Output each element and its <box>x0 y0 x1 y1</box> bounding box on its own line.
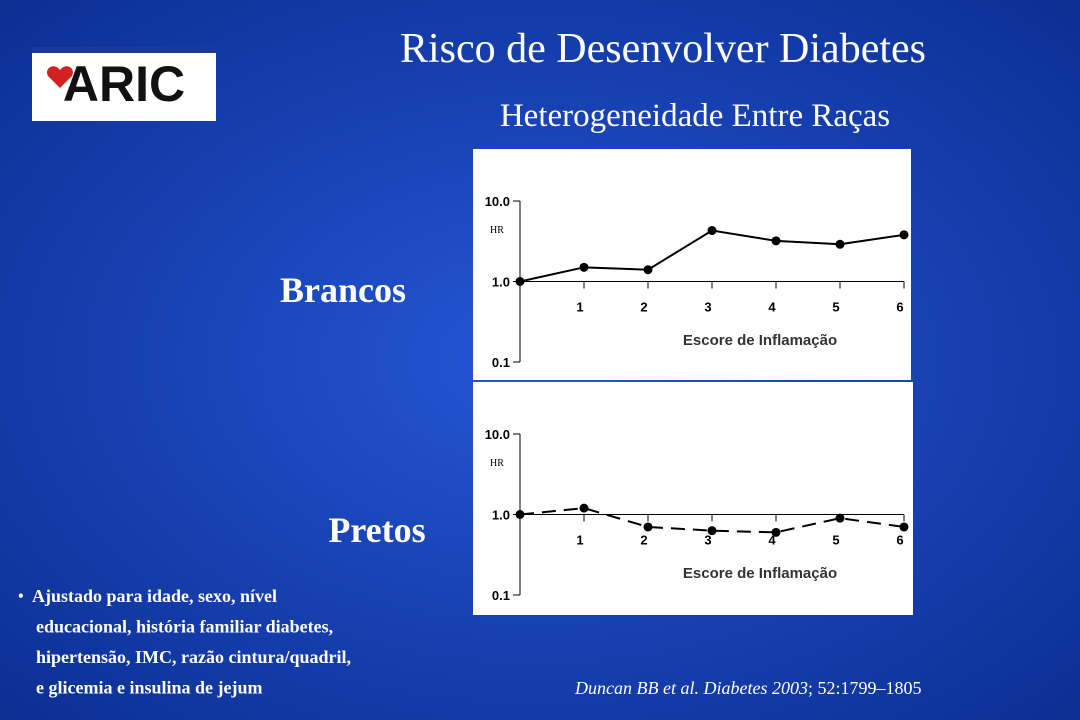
x-tick-label: 3 <box>704 533 711 548</box>
chart-panel <box>473 382 913 615</box>
footnote-line: educacional, história familiar diabetes, <box>36 617 333 637</box>
y-tick-label: 0.1 <box>492 355 510 370</box>
y-axis-label: HR <box>490 225 504 236</box>
y-tick-label: 1.0 <box>492 275 510 290</box>
citation-italic: Duncan BB et al. Diabetes 2003 <box>574 678 808 698</box>
group-label: Brancos <box>280 270 406 310</box>
subtitle: Heterogeneidade Entre Raças <box>500 98 890 134</box>
x-tick-label: 5 <box>832 300 839 315</box>
x-tick-label: 6 <box>896 300 903 315</box>
data-point <box>771 236 781 246</box>
bullet: • <box>18 588 24 605</box>
logo: ARIC <box>32 47 216 121</box>
footnote-line: hipertensão, IMC, razão cintura/quadril, <box>36 647 351 667</box>
title: Risco de Desenvolver Diabetes <box>400 26 926 72</box>
x-tick-label: 4 <box>768 300 776 315</box>
x-tick-label: 2 <box>640 300 647 315</box>
footnote-line: Ajustado para idade, sexo, nível <box>32 586 277 606</box>
data-point <box>899 522 909 532</box>
data-point <box>643 522 653 532</box>
group-label: Pretos <box>328 510 425 550</box>
x-tick-label: 3 <box>704 300 711 315</box>
logo-text: ARIC <box>63 56 185 112</box>
data-point <box>515 277 525 286</box>
citation-rest: ; 52:1799–1805 <box>808 678 922 698</box>
y-tick-label: 0.1 <box>492 588 510 603</box>
x-tick-label: 1 <box>576 300 583 315</box>
data-point <box>835 239 845 249</box>
citation: Duncan BB et al. Diabetes 2003; 52:1799–… <box>574 678 921 698</box>
data-point <box>515 510 525 519</box>
x-tick-label: 4 <box>768 533 776 548</box>
data-point <box>899 230 909 240</box>
data-point <box>579 262 589 272</box>
data-point <box>579 503 589 513</box>
data-point <box>771 527 781 537</box>
y-tick-label: 1.0 <box>492 508 510 523</box>
data-point <box>707 226 717 236</box>
data-point <box>835 513 845 523</box>
data-point <box>643 265 653 275</box>
x-axis-label: Escore de Inflamação <box>683 332 837 349</box>
x-axis-label: Escore de Inflamação <box>683 565 837 582</box>
chart-panel <box>473 149 911 380</box>
footnote-line: e glicemia e insulina de jejum <box>36 678 262 698</box>
x-tick-label: 1 <box>576 533 583 548</box>
x-tick-label: 5 <box>832 533 839 548</box>
y-tick-label: 10.0 <box>485 427 510 442</box>
y-tick-label: 10.0 <box>485 194 510 209</box>
data-point <box>707 526 717 536</box>
y-axis-label: HR <box>490 458 504 469</box>
x-tick-label: 2 <box>640 533 647 548</box>
x-tick-label: 6 <box>896 533 903 548</box>
